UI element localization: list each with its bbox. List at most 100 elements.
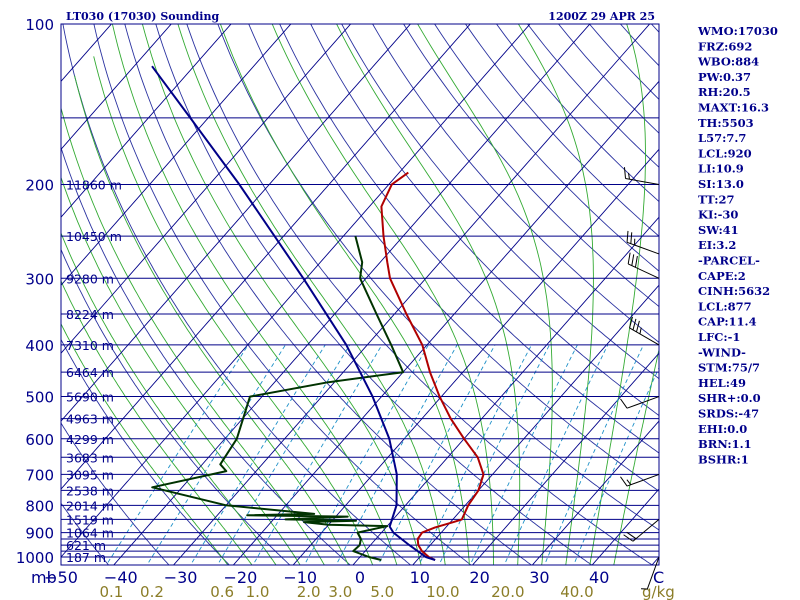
height-label: 6464 m [66, 365, 114, 380]
index-line: TH:5503 [698, 116, 754, 130]
wind-barb-flag [623, 534, 634, 542]
mixing-ratio-line [469, 344, 578, 565]
mixing-ratio-line [418, 344, 532, 565]
wind-barbs [620, 167, 660, 590]
pressure-tick-label: 600 [25, 431, 54, 449]
isotherm-line [61, 24, 352, 354]
index-line: PW:0.37 [698, 70, 751, 84]
height-label: 2014 m [66, 498, 114, 513]
dry-adiabat-line [61, 248, 291, 565]
mixing-ratio-label: 2.0 [297, 583, 321, 600]
wind-barb-flag [634, 255, 638, 268]
height-label: 3683 m [66, 450, 114, 465]
pressure-tick-label: 100 [25, 16, 54, 34]
index-line: -PARCEL- [698, 254, 760, 268]
mixing-ratio-label: 3.0 [328, 583, 352, 600]
wind-barb [629, 316, 660, 346]
mixing-ratio-line [190, 344, 326, 565]
index-line: BSHR:1 [698, 452, 749, 466]
chart-series [151, 65, 485, 561]
index-line: SRDS:-47 [698, 407, 759, 421]
mixing-ratio-label: 10.0 [426, 583, 459, 600]
height-label: 9280 m [66, 271, 114, 286]
isotherm-line [0, 12, 2, 568]
isotherm-line [61, 24, 531, 558]
isotherm-line [61, 24, 412, 422]
temperature-tick-label: 0 [355, 568, 365, 587]
isotherm-line [61, 24, 292, 286]
height-label: 5690 m [66, 390, 114, 405]
wind-barb [623, 167, 660, 185]
mixing-ratio-label: 0.1 [99, 583, 123, 600]
moist-adiabat-line [111, 24, 398, 565]
mixing-ratio-label: 0.2 [140, 583, 164, 600]
mixing-ratio-line [543, 344, 644, 565]
chart-datetime: 1200Z 29 APR 25 [548, 10, 655, 23]
moist-adiabat-line [61, 279, 253, 565]
index-line: CAP:11.4 [698, 315, 757, 329]
height-label: 3095 m [66, 467, 114, 482]
moist-adiabat-line [141, 24, 422, 565]
pressure-tick-label: 300 [25, 270, 54, 288]
dry-adiabat-line [310, 24, 659, 417]
wind-barb-staff [626, 396, 660, 409]
height-label: 187 m [66, 550, 106, 565]
wind-barb-flag [632, 318, 637, 331]
index-line: SI:13.0 [698, 177, 744, 191]
chart-labels: LT030 (17030) Sounding 1200Z 29 APR 25 m… [16, 10, 675, 600]
index-line: TT:27 [698, 192, 735, 206]
mixing-ratio-line [573, 366, 659, 565]
height-label: 621 m [66, 538, 106, 553]
wind-barb-staff [629, 327, 660, 346]
height-label: 4963 m [66, 412, 114, 427]
wind-barb [623, 518, 660, 542]
height-label: 8224 m [66, 307, 114, 322]
pressure-unit-label: mb [31, 568, 57, 587]
index-line: EHI:0.0 [698, 422, 747, 436]
wind-barb-half-flag [628, 172, 630, 180]
moist-adiabat-line [517, 24, 594, 565]
temperature-unit-label: C [653, 568, 664, 587]
index-line: LFC:-1 [698, 330, 740, 344]
dry-adiabat-line [186, 24, 653, 565]
moist-adiabat-line [417, 24, 553, 565]
dry-adiabat-line [248, 24, 659, 492]
index-line: WBO:884 [697, 55, 759, 69]
temperature-tick-label: −40 [104, 568, 138, 587]
dry-adiabat-line [279, 24, 659, 454]
pressure-tick-label: 800 [25, 497, 54, 515]
dry-adiabat-line [372, 24, 659, 343]
moist-adiabat-line [589, 24, 646, 565]
dewpoint-line [151, 235, 405, 561]
wind-barb [641, 556, 660, 590]
moist-adiabat-line [219, 24, 470, 565]
moist-adiabat-line [74, 75, 349, 565]
temperature-tick-label: −50 [44, 568, 78, 587]
wind-barb-staff [632, 518, 660, 542]
index-line: HEL:49 [698, 376, 746, 390]
pressure-tick-label: 700 [25, 466, 54, 484]
mixing-ratio-line [503, 344, 609, 565]
dry-adiabat-line [61, 146, 351, 565]
mixing-ratio-line [146, 344, 286, 565]
wind-barb [620, 396, 660, 409]
wind-barb-staff [646, 556, 660, 590]
pressure-tick-label: 1000 [16, 549, 54, 567]
mixing-ratio-line [303, 344, 429, 565]
wind-barb-flag [623, 167, 627, 179]
wind-barb-staff [625, 178, 660, 185]
dry-adiabat-line [124, 24, 533, 565]
index-line: SW:41 [698, 223, 739, 237]
parcel-line [151, 65, 436, 561]
temperature-tick-label: 40 [589, 568, 609, 587]
index-line: WMO:17030 [697, 24, 778, 38]
pressure-tick-label: 500 [25, 389, 54, 407]
wind-barb-half-flag [639, 327, 642, 334]
height-label: 4299 m [66, 432, 114, 447]
isotherm-line [292, 148, 659, 565]
height-label: 1519 m [66, 512, 114, 527]
pressure-tick-label: 900 [25, 525, 54, 543]
grid-clip-group [0, 12, 659, 568]
wind-barb-staff [626, 241, 660, 255]
mixing-ratio-line [105, 344, 249, 565]
